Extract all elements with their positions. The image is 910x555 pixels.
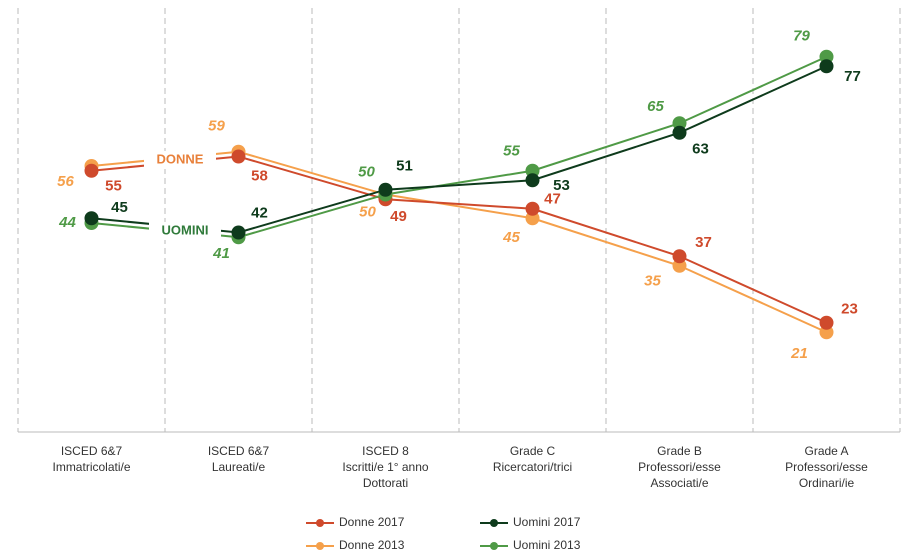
data-label: 58	[251, 167, 268, 184]
point	[378, 182, 393, 197]
point	[84, 163, 99, 178]
data-label: 53	[553, 177, 570, 194]
legend-marker	[490, 519, 498, 527]
data-label: 50	[358, 163, 375, 180]
data-label: 42	[251, 204, 268, 221]
data-label: 37	[695, 234, 712, 251]
data-label: 41	[212, 245, 230, 262]
legend-marker	[316, 542, 324, 550]
x-tick-label: Immatricolati/e	[52, 460, 130, 474]
point	[672, 125, 687, 140]
x-tick-label: Professori/esse	[785, 460, 868, 474]
x-tick-label: Grade A	[804, 444, 848, 458]
legend-marker	[316, 519, 324, 527]
point	[84, 211, 99, 226]
x-tick-label: Ordinari/ie	[799, 476, 855, 490]
data-label: 51	[396, 158, 413, 175]
x-tick-label: Iscritti/e 1° anno	[342, 460, 429, 474]
data-label: 44	[58, 214, 76, 231]
data-label: 47	[544, 191, 561, 208]
x-tick-label: Grade B	[657, 444, 702, 458]
data-label: 50	[359, 203, 376, 220]
point	[231, 225, 246, 240]
data-label: 45	[111, 199, 128, 216]
data-label: 45	[502, 229, 520, 246]
legend-marker	[490, 542, 498, 550]
legend-label: Donne 2017	[339, 515, 405, 529]
data-label: 21	[790, 345, 808, 362]
data-label: 79	[793, 28, 810, 45]
data-label: 65	[647, 98, 664, 115]
legend-label: Uomini 2017	[513, 515, 581, 529]
data-label: 49	[390, 208, 407, 225]
annotation: UOMINI	[162, 222, 209, 237]
x-tick-label: Dottorati	[363, 476, 408, 490]
x-tick-label: Associati/e	[650, 476, 708, 490]
x-tick-label: Professori/esse	[638, 460, 721, 474]
x-tick-label: Laureati/e	[212, 460, 266, 474]
x-tick-label: Ricercatori/trici	[493, 460, 572, 474]
x-tick-label: ISCED 6&7	[61, 444, 123, 458]
x-tick-label: Grade C	[510, 444, 556, 458]
legend-label: Uomini 2013	[513, 538, 581, 552]
x-tick-label: ISCED 6&7	[208, 444, 270, 458]
data-label: 55	[105, 178, 122, 195]
point	[819, 315, 834, 330]
x-tick-label: ISCED 8	[362, 444, 409, 458]
data-label: 77	[844, 68, 861, 85]
legend-label: Donne 2013	[339, 538, 405, 552]
point	[819, 59, 834, 74]
point	[525, 173, 540, 188]
annotation-bg	[149, 222, 221, 240]
point	[672, 249, 687, 264]
data-label: 55	[503, 143, 520, 160]
data-label: 63	[692, 141, 709, 158]
data-label: 56	[57, 173, 74, 190]
point	[231, 149, 246, 164]
annotation-bg	[144, 151, 216, 169]
annotation: DONNE	[157, 151, 204, 166]
data-label: 59	[208, 118, 225, 135]
data-label: 35	[644, 273, 661, 290]
data-label: 23	[841, 301, 858, 318]
point	[525, 201, 540, 216]
